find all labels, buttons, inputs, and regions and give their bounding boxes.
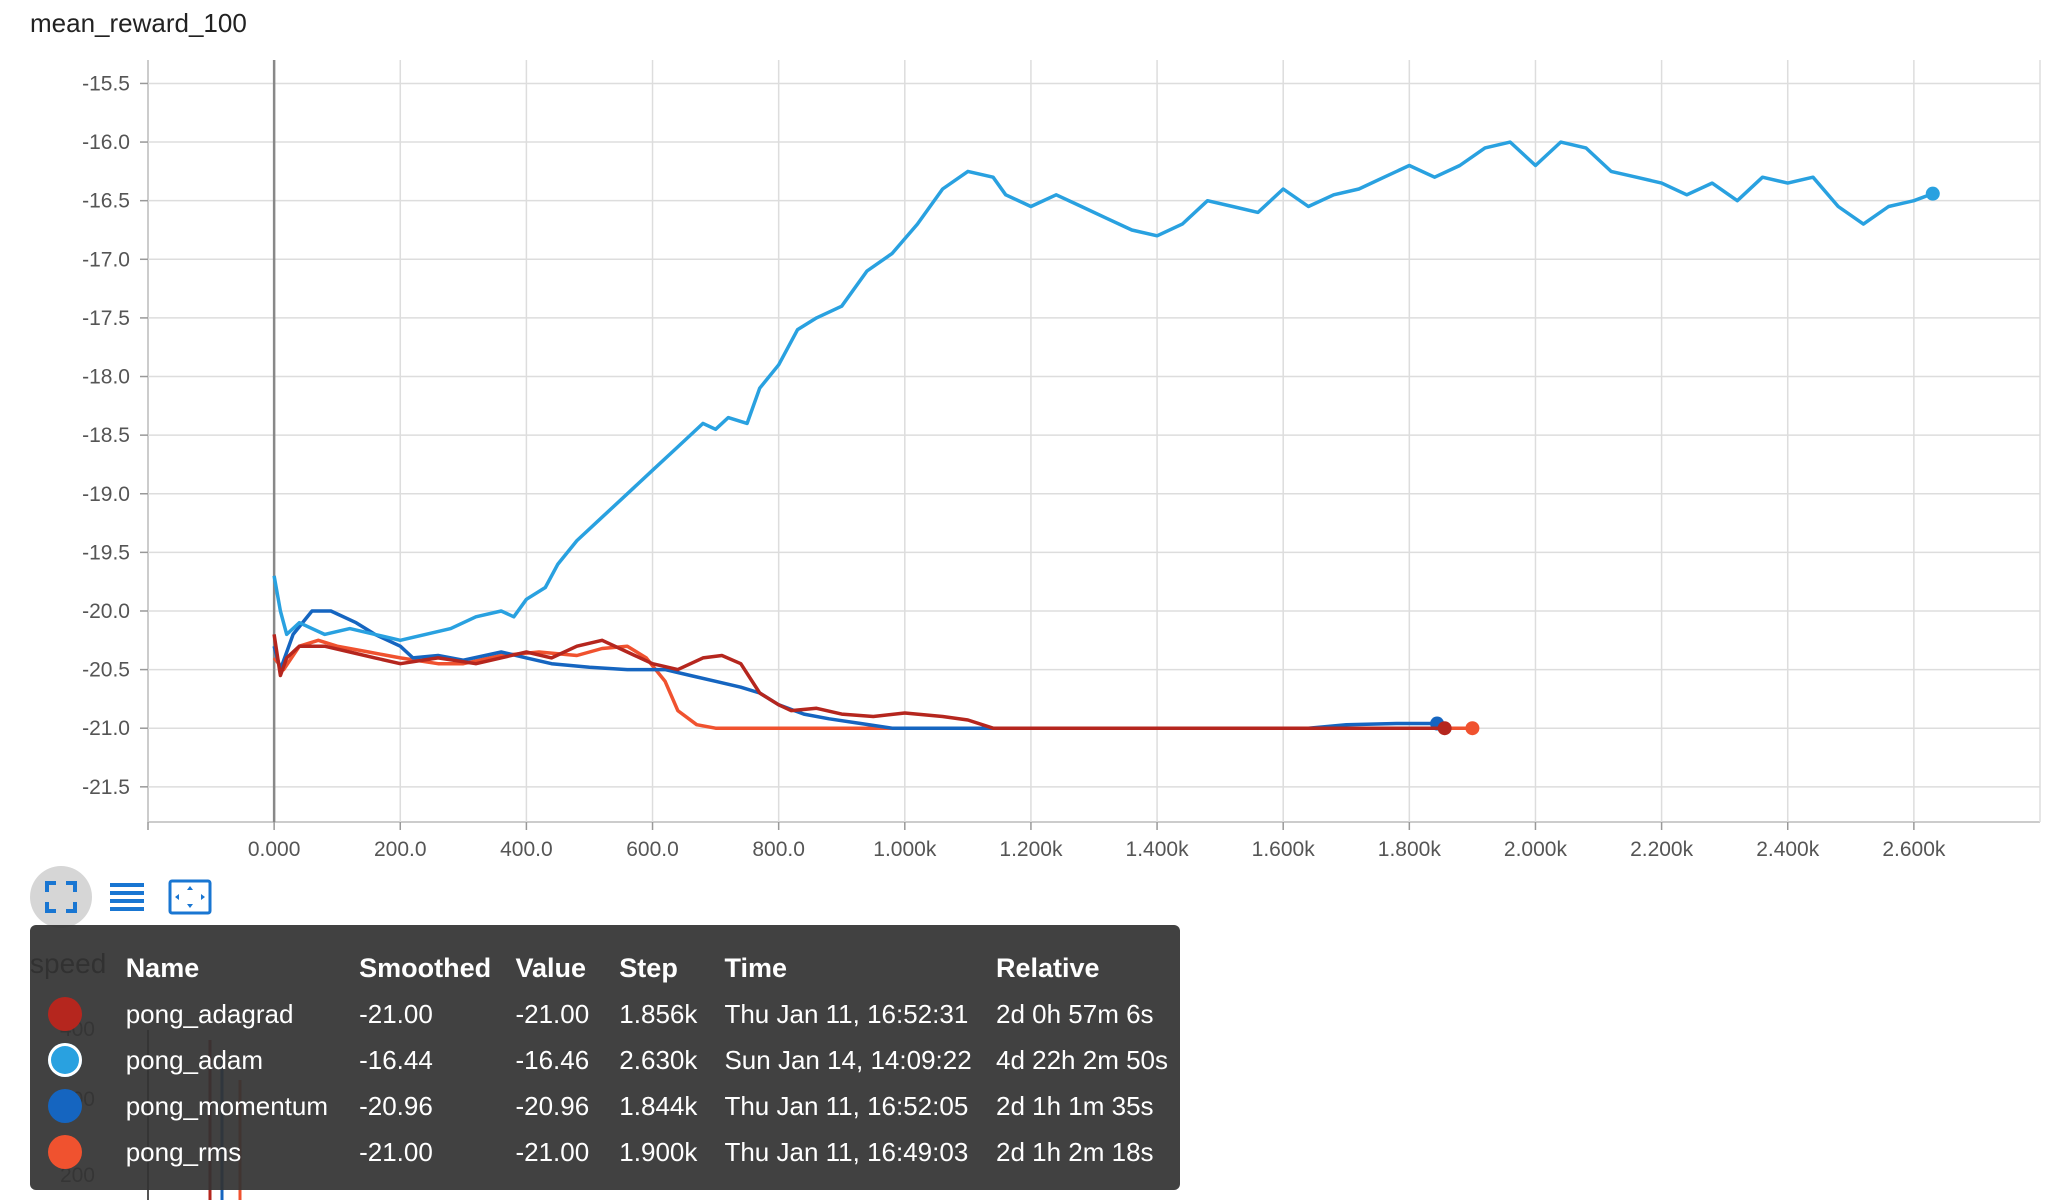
log-scale-button[interactable] — [96, 866, 158, 928]
x-tick-label: 2.200k — [1630, 838, 1694, 860]
x-axis: 0.000 200.0 400.0 600.0 800.0 1.000k 1.200k 1.4… — [147, 822, 1946, 860]
series-name: pong_rms — [125, 1136, 242, 1167]
x-tick-label: 1.800k — [1378, 838, 1442, 860]
tooltip-header-row: Name Smoothed Value Step Time Relative — [48, 945, 1180, 991]
series-endpoint-pong_rms — [1465, 721, 1480, 736]
y-tick-label: -15.5 — [82, 72, 130, 95]
series-smoothed: -16.44 — [359, 1044, 433, 1075]
series-color-dot — [48, 1043, 82, 1078]
series-time: Thu Jan 11, 16:52:31 — [724, 998, 969, 1029]
x-tick-label: 1.400k — [1126, 838, 1190, 860]
series-value: -16.46 — [515, 1044, 590, 1075]
series-relative: 2d 0h 57m 6s — [995, 998, 1154, 1029]
y-tick-label: -21.0 — [82, 717, 130, 740]
x-tick-label: 1.200k — [999, 838, 1063, 860]
series-line-pong_rms — [272, 638, 1473, 730]
y-tick-label: -20.0 — [82, 600, 130, 623]
selection-zoom-icon — [168, 879, 212, 915]
y-tick-label: -18.0 — [82, 366, 130, 389]
chart-series — [272, 140, 1940, 736]
series-step: 2.630k — [619, 1044, 698, 1075]
x-tick-label: 600.0 — [626, 838, 679, 860]
x-tick-label: 800.0 — [752, 838, 805, 860]
series-color-dot — [48, 1089, 82, 1124]
log-scale-icon — [110, 883, 144, 911]
series-name: pong_adagrad — [125, 998, 294, 1029]
chart-title: mean_reward_100 — [30, 8, 247, 38]
y-tick-label: -16.5 — [82, 190, 130, 213]
y-tick-label: -16.0 — [82, 131, 130, 154]
x-tick-label: 400.0 — [500, 838, 553, 860]
x-tick-label: 0.000 — [248, 838, 301, 860]
y-tick-label: -21.5 — [82, 776, 130, 799]
tooltip-header-smoothed: Smoothed — [359, 952, 492, 983]
series-swatch — [48, 991, 126, 1037]
series-relative: 4d 22h 2m 50s — [995, 1044, 1168, 1075]
tooltip-row: pong_adagrad -21.00 -21.00 1.856k Thu Ja… — [48, 991, 1180, 1037]
y-tick-label: -18.5 — [82, 424, 130, 447]
series-color-dot — [48, 997, 82, 1032]
series-smoothed: -20.96 — [359, 1090, 433, 1121]
x-tick-label: 1.600k — [1252, 838, 1316, 860]
line-chart[interactable]: -15.5 -16.0 -16.5 -17.0 -17.5 -18.0 -18.5 -19.0… — [0, 0, 2052, 860]
series-name: pong_momentum — [125, 1090, 329, 1121]
y-tick-label: -19.5 — [82, 541, 130, 564]
series-step: 1.856k — [619, 998, 698, 1029]
tooltip-header-value: Value — [515, 952, 587, 983]
series-swatch — [48, 1083, 126, 1129]
series-smoothed: -21.00 — [359, 1136, 433, 1167]
series-value: -21.00 — [515, 998, 590, 1029]
selection-zoom-button[interactable] — [159, 866, 221, 928]
series-value: -21.00 — [515, 1136, 590, 1167]
series-swatch — [48, 1037, 126, 1083]
series-name: pong_adam — [125, 1044, 264, 1075]
series-time: Thu Jan 11, 16:52:05 — [724, 1090, 969, 1121]
tooltip-row: pong_momentum -20.96 -20.96 1.844k Thu J… — [48, 1083, 1180, 1129]
series-line-pong_adagrad — [272, 634, 1445, 730]
series-endpoint-pong_adagrad — [1437, 721, 1452, 736]
series-swatch — [48, 1129, 126, 1175]
series-time: Thu Jan 11, 16:49:03 — [724, 1136, 969, 1167]
series-time: Sun Jan 14, 14:09:22 — [724, 1044, 972, 1075]
chart-grid — [147, 60, 2041, 823]
series-smoothed: -21.00 — [359, 998, 433, 1029]
tooltip-header-swatch — [48, 945, 126, 991]
y-tick-label: -17.0 — [82, 248, 130, 271]
tooltip-row: pong_rms -21.00 -21.00 1.900k Thu Jan 11… — [48, 1129, 1180, 1175]
tooltip-row: pong_adam -16.44 -16.46 2.630k Sun Jan 1… — [48, 1037, 1180, 1083]
series-line-pong_momentum — [272, 609, 1438, 730]
y-axis: -15.5 -16.0 -16.5 -17.0 -17.5 -18.0 -18.5 -19.0… — [82, 72, 148, 799]
series-step: 1.900k — [619, 1136, 698, 1167]
series-color-dot — [48, 1135, 82, 1170]
fit-domain-button[interactable] — [30, 866, 92, 928]
tooltip-header-time: Time — [724, 952, 787, 983]
tooltip-header-relative: Relative — [995, 952, 1100, 983]
series-line-pong_adam — [272, 140, 1934, 643]
series-value: -20.96 — [515, 1090, 590, 1121]
data-tooltip: Name Smoothed Value Step Time Relative p… — [30, 925, 1180, 1190]
x-tick-label: 2.400k — [1756, 838, 1820, 860]
x-tick-label: 2.600k — [1882, 838, 1946, 860]
tooltip-table: Name Smoothed Value Step Time Relative p… — [48, 945, 1180, 1175]
series-endpoint-pong_adam — [1925, 186, 1940, 201]
tooltip-header-step: Step — [619, 952, 678, 983]
series-relative: 2d 1h 2m 18s — [995, 1136, 1154, 1167]
x-tick-label: 200.0 — [374, 838, 427, 860]
y-tick-label: -20.5 — [82, 659, 130, 682]
y-tick-label: -19.0 — [82, 483, 130, 506]
x-tick-label: 2.000k — [1504, 838, 1568, 860]
series-step: 1.844k — [619, 1090, 698, 1121]
y-tick-label: -17.5 — [82, 307, 130, 330]
fit-domain-icon — [45, 881, 77, 913]
tooltip-header-name: Name — [125, 952, 200, 983]
x-tick-label: 1.000k — [873, 838, 937, 860]
series-relative: 2d 1h 1m 35s — [995, 1090, 1154, 1121]
